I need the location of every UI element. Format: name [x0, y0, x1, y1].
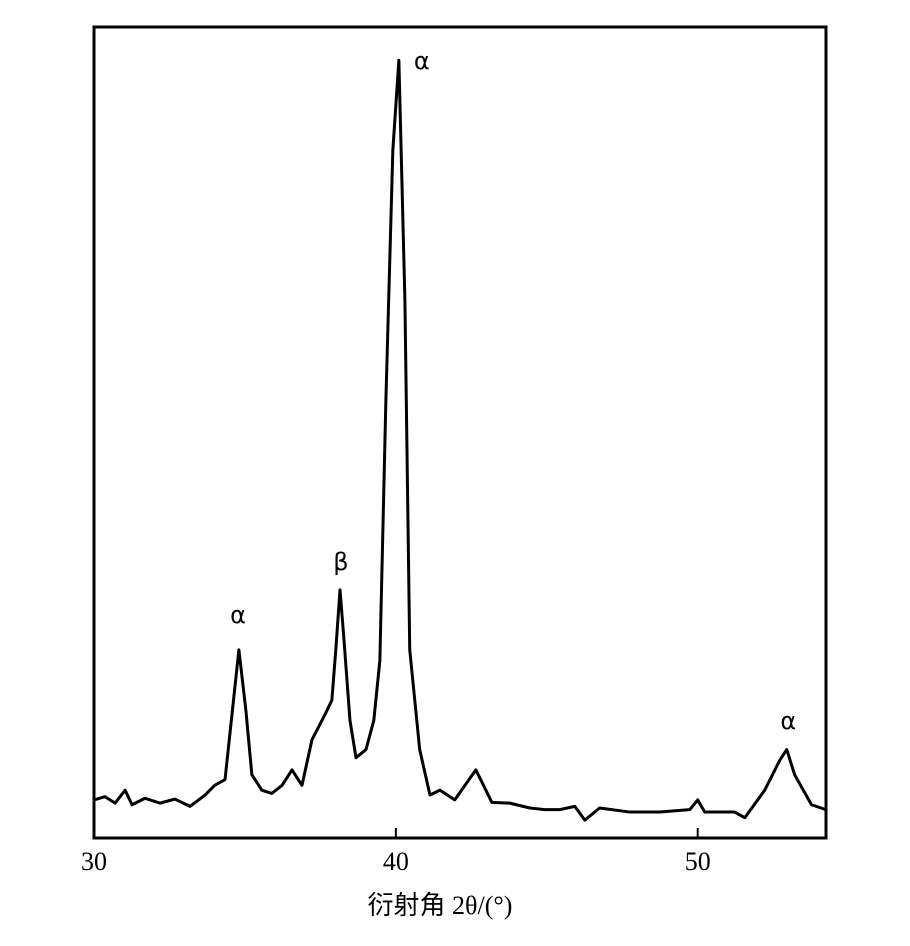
peak-annotation: α: [230, 601, 246, 629]
data-line: [93, 58, 827, 822]
x-tick-label: 50: [685, 847, 711, 876]
peak-annotation: β: [333, 548, 348, 576]
x-tick-label: 30: [81, 847, 107, 876]
x-axis-label: 衍射角 2θ/(°): [368, 891, 513, 920]
peak-annotation: α: [414, 47, 430, 75]
plot-frame: [92, 25, 828, 840]
x-tick-label: 40: [383, 847, 409, 876]
peak-annotation: α: [780, 707, 796, 735]
